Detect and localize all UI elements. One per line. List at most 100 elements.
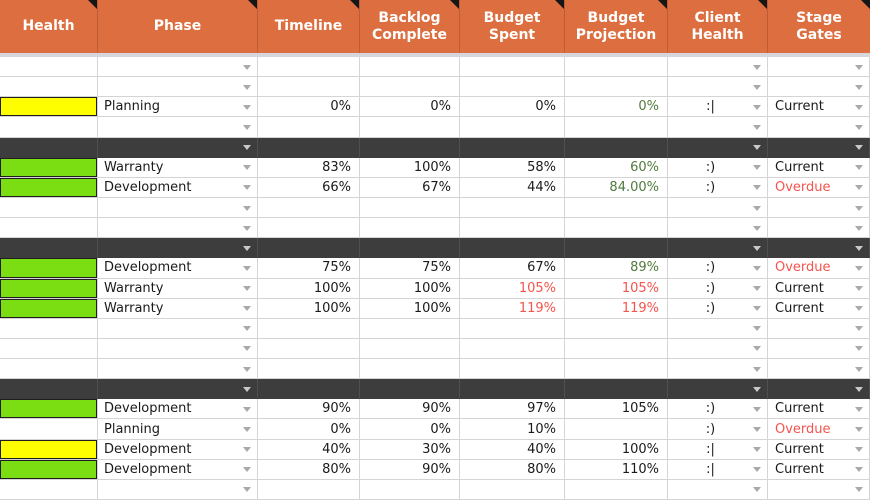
dropdown-arrow-icon[interactable] bbox=[855, 406, 863, 412]
cell-phase[interactable] bbox=[98, 57, 258, 78]
dropdown-arrow-icon[interactable] bbox=[855, 306, 863, 312]
cell-stage[interactable]: Current bbox=[768, 399, 870, 420]
dropdown-arrow-icon[interactable] bbox=[243, 124, 251, 130]
cell-spent[interactable] bbox=[460, 379, 565, 400]
dropdown-arrow-icon[interactable] bbox=[753, 467, 761, 473]
dropdown-arrow-icon[interactable] bbox=[753, 225, 761, 231]
cell-backlog[interactable] bbox=[360, 359, 460, 380]
cell-backlog[interactable]: 90% bbox=[360, 459, 460, 480]
cell-backlog[interactable]: 100% bbox=[360, 298, 460, 319]
cell-backlog[interactable] bbox=[360, 197, 460, 219]
cell-backlog[interactable] bbox=[360, 479, 460, 500]
cell-client[interactable] bbox=[668, 479, 768, 500]
cell-backlog[interactable] bbox=[360, 238, 460, 259]
cell-stage[interactable]: Current bbox=[768, 278, 870, 299]
cell-phase[interactable]: Development bbox=[98, 399, 258, 420]
cell-client[interactable] bbox=[668, 338, 768, 360]
cell-phase[interactable] bbox=[98, 117, 258, 138]
dropdown-arrow-icon[interactable] bbox=[243, 346, 251, 352]
cell-timeline[interactable] bbox=[258, 57, 360, 78]
cell-health[interactable] bbox=[0, 77, 98, 98]
cell-projection[interactable]: 105% bbox=[565, 278, 668, 299]
dropdown-arrow-icon[interactable] bbox=[243, 386, 251, 392]
dropdown-arrow-icon[interactable] bbox=[243, 487, 251, 493]
cell-projection[interactable]: 0% bbox=[565, 97, 668, 118]
cell-projection[interactable]: 89% bbox=[565, 258, 668, 279]
dropdown-arrow-icon[interactable] bbox=[243, 447, 251, 453]
cell-health[interactable] bbox=[0, 57, 98, 78]
dropdown-arrow-icon[interactable] bbox=[855, 467, 863, 473]
health-status-cell[interactable] bbox=[0, 298, 98, 319]
dropdown-arrow-icon[interactable] bbox=[753, 487, 761, 493]
cell-backlog[interactable]: 30% bbox=[360, 439, 460, 460]
cell-timeline[interactable]: 0% bbox=[258, 97, 360, 118]
cell-client[interactable] bbox=[668, 117, 768, 138]
dropdown-arrow-icon[interactable] bbox=[753, 165, 761, 171]
cell-health[interactable] bbox=[0, 479, 98, 500]
cell-stage[interactable]: Current bbox=[768, 439, 870, 460]
dropdown-arrow-icon[interactable] bbox=[855, 326, 863, 332]
dropdown-arrow-icon[interactable] bbox=[243, 145, 251, 151]
dropdown-arrow-icon[interactable] bbox=[243, 265, 251, 271]
cell-timeline[interactable] bbox=[258, 318, 360, 339]
cell-client[interactable]: :| bbox=[668, 459, 768, 480]
cell-stage[interactable] bbox=[768, 137, 870, 158]
cell-client[interactable] bbox=[668, 318, 768, 339]
cell-projection[interactable] bbox=[565, 57, 668, 78]
cell-timeline[interactable] bbox=[258, 197, 360, 219]
cell-health[interactable] bbox=[0, 197, 98, 219]
cell-spent[interactable]: 105% bbox=[460, 278, 565, 299]
cell-spent[interactable] bbox=[460, 218, 565, 239]
cell-timeline[interactable] bbox=[258, 359, 360, 380]
cell-timeline[interactable] bbox=[258, 137, 360, 158]
dropdown-arrow-icon[interactable] bbox=[753, 447, 761, 453]
cell-stage[interactable]: Overdue bbox=[768, 177, 870, 198]
cell-backlog[interactable] bbox=[360, 77, 460, 98]
dropdown-arrow-icon[interactable] bbox=[243, 245, 251, 251]
dropdown-arrow-icon[interactable] bbox=[753, 366, 761, 372]
cell-projection[interactable] bbox=[565, 218, 668, 239]
dropdown-arrow-icon[interactable] bbox=[855, 346, 863, 352]
dropdown-arrow-icon[interactable] bbox=[753, 104, 761, 110]
cell-timeline[interactable]: 80% bbox=[258, 459, 360, 480]
cell-stage[interactable] bbox=[768, 479, 870, 500]
cell-client[interactable]: :) bbox=[668, 278, 768, 299]
cell-backlog[interactable] bbox=[360, 218, 460, 239]
health-status-cell[interactable] bbox=[0, 177, 98, 198]
cell-phase[interactable]: Warranty bbox=[98, 157, 258, 178]
cell-projection[interactable]: 110% bbox=[565, 459, 668, 480]
cell-client[interactable]: :) bbox=[668, 419, 768, 440]
cell-backlog[interactable]: 0% bbox=[360, 419, 460, 440]
dropdown-arrow-icon[interactable] bbox=[855, 265, 863, 271]
cell-backlog[interactable] bbox=[360, 117, 460, 138]
cell-spent[interactable] bbox=[460, 479, 565, 500]
cell-client[interactable]: :| bbox=[668, 97, 768, 118]
cell-projection[interactable] bbox=[565, 197, 668, 219]
column-header-stage[interactable]: Stage Gates bbox=[768, 0, 870, 53]
cell-phase[interactable] bbox=[98, 338, 258, 360]
cell-client[interactable] bbox=[668, 359, 768, 380]
health-status-cell[interactable] bbox=[0, 278, 98, 299]
column-header-backlog[interactable]: Backlog Complete bbox=[360, 0, 460, 53]
cell-stage[interactable] bbox=[768, 359, 870, 380]
cell-projection[interactable]: 100% bbox=[565, 439, 668, 460]
column-header-phase[interactable]: Phase bbox=[98, 0, 258, 53]
cell-health[interactable] bbox=[0, 117, 98, 138]
health-status-cell[interactable] bbox=[0, 459, 98, 480]
cell-phase[interactable]: Development bbox=[98, 258, 258, 279]
cell-projection[interactable] bbox=[565, 137, 668, 158]
dropdown-arrow-icon[interactable] bbox=[753, 145, 761, 151]
cell-timeline[interactable] bbox=[258, 338, 360, 360]
cell-timeline[interactable]: 100% bbox=[258, 298, 360, 319]
cell-phase[interactable]: Development bbox=[98, 177, 258, 198]
dropdown-arrow-icon[interactable] bbox=[855, 245, 863, 251]
cell-projection[interactable]: 60% bbox=[565, 157, 668, 178]
cell-client[interactable]: :| bbox=[668, 439, 768, 460]
cell-phase[interactable]: Planning bbox=[98, 97, 258, 118]
cell-projection[interactable] bbox=[565, 318, 668, 339]
cell-client[interactable] bbox=[668, 379, 768, 400]
cell-backlog[interactable] bbox=[360, 57, 460, 78]
cell-health[interactable] bbox=[0, 137, 98, 158]
cell-health[interactable] bbox=[0, 338, 98, 360]
cell-phase[interactable] bbox=[98, 479, 258, 500]
